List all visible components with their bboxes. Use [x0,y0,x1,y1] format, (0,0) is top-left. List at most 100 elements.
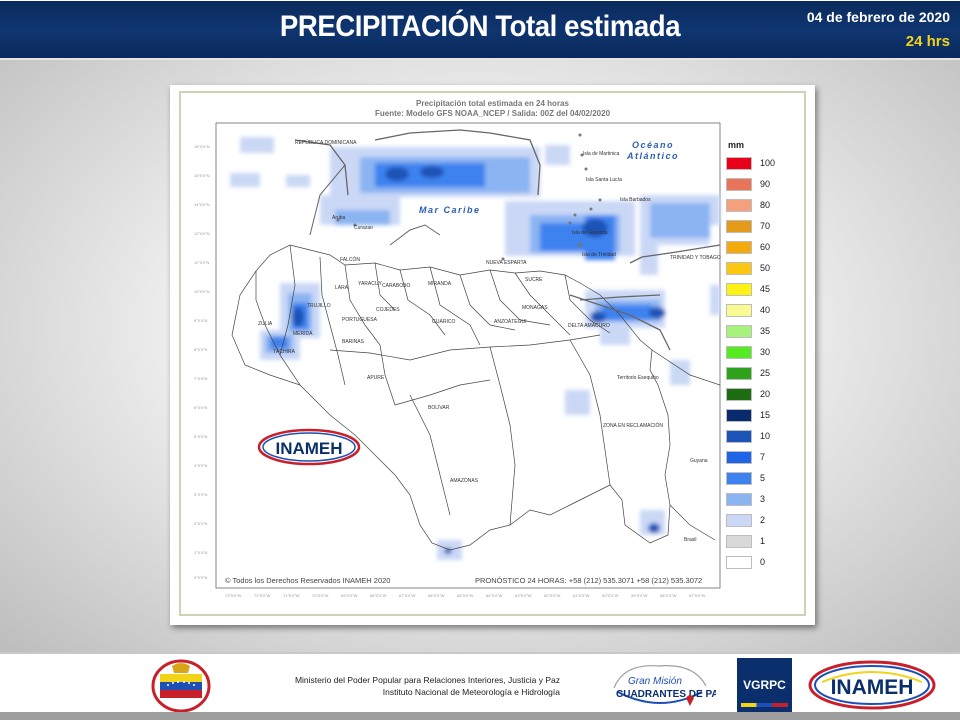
legend-swatch [726,409,752,422]
legend-item: 70 [726,220,796,234]
legend-item: 2 [726,514,796,528]
svg-text:65°0'0"W: 65°0'0"W [457,593,474,598]
legend-swatch [726,220,752,233]
legend-item: 40 [726,304,796,318]
latitude-ticks: 18°0'0"N 16°0'0"N 14°0'0"N 12°0'0"N 11°0'0"… [194,144,210,580]
map-label: YARACUY [358,281,382,287]
map-label: MÉRIDA [293,331,313,337]
legend-label: 5 [760,473,766,483]
svg-text:62°0'0"W: 62°0'0"W [544,593,561,598]
header-bar: PRECIPITACIÓN Total estimada 04 de febre… [0,0,960,60]
legend-swatch [726,493,752,506]
legend-unit: mm [728,140,745,150]
svg-text:73°0'0"W: 73°0'0"W [225,593,242,598]
legend-item: 50 [726,262,796,276]
cuadrantes-de-paz-logo: Gran Misión CUADRANTES DE PAZ [613,665,716,706]
vgrpc-logo: VGRPC [737,658,792,712]
map-copyright: © Todos los Derechos Reservados INAMEH 2… [225,576,391,585]
svg-text:1°0'0"N: 1°0'0"N [194,550,207,555]
legend-label: 3 [760,494,766,504]
legend-label: 60 [760,242,771,252]
legend-label: 45 [760,284,771,294]
map-label: BARINAS [342,339,364,345]
map-label: FALCÓN [340,257,361,263]
legend-swatch [726,178,752,191]
precipitation-field [230,137,720,560]
legend-label: 100 [760,158,776,168]
legend-label: 40 [760,305,771,315]
ministry-text: Ministerio del Poder Popular para Relaci… [253,674,560,698]
map-label: LARA [335,285,349,291]
ministry-line-1: Ministerio del Poder Popular para Relaci… [294,675,560,685]
map-label: DELTA AMACURO [568,323,610,329]
legend-swatch [726,325,752,338]
footer-strip [0,712,960,720]
legend-swatch [726,157,752,170]
legend-item: 25 [726,367,796,381]
legend-label: 7 [760,452,766,462]
svg-text:57°0'0"W: 57°0'0"W [689,593,706,598]
legend-swatch [726,304,752,317]
map-label: Isla de Granada [572,230,608,236]
footer: Ministerio del Poder Popular para Relaci… [0,652,960,720]
svg-text:58°0'0"W: 58°0'0"W [660,593,677,598]
legend-label: 30 [760,347,771,357]
map-heading: Precipitación total estimada en 24 horas [416,99,569,108]
map-label: ZONA EN RECLAMACIÓN [603,423,664,429]
legend-label: 80 [760,200,771,210]
legend-swatch [726,430,752,443]
legend-swatch [726,388,752,401]
map-frame [179,91,806,616]
map-label: GUÁRICO [432,319,456,325]
legend-swatch [726,346,752,359]
map-label: PORTUGUESA [342,317,377,323]
map-label: BOLÍVAR [428,405,450,411]
legend-item: 80 [726,199,796,213]
map-label: Isla de Martinica [583,151,620,157]
legend-swatch [726,535,752,548]
map-label: MIRANDA [428,281,452,287]
ministry-line-2: Instituto Nacional de Meteorología e Hid… [382,687,560,697]
legend-item: 1 [726,535,796,549]
map-label: ANZOÁTEGUI [494,319,527,325]
svg-text:61°0'0"W: 61°0'0"W [573,593,590,598]
legend-label: 0 [760,557,766,567]
legend-item: 20 [726,388,796,402]
svg-text:5°0'0"N: 5°0'0"N [194,434,207,439]
map-source: Fuente: Modelo GFS NOAA_NCEP / Salida: 0… [374,109,611,118]
legend-swatch [726,556,752,569]
svg-text:60°0'0"W: 60°0'0"W [602,593,619,598]
legend-item: 60 [726,241,796,255]
legend-swatch [726,514,752,527]
svg-text:63°0'0"W: 63°0'0"W [515,593,532,598]
legend-item: 30 [726,346,796,360]
sea-label-caribe: Mar Caribe [419,205,481,215]
legend-item: 90 [726,178,796,192]
sea-label-atlantico: Atlántico [627,151,680,161]
map-label: Territorio Esequibo [617,375,659,381]
legend-item: 100 [726,157,796,171]
map-label: Curazao [354,225,373,231]
legend-swatch [726,283,752,296]
forecast-date: 04 de febrero de 2020 [806,9,950,25]
map-label: Isla Barbados [620,197,651,203]
svg-text:71°0'0"W: 71°0'0"W [283,593,300,598]
svg-text:4°0'0"N: 4°0'0"N [194,463,207,468]
inameh-footer-logo: INAMEH [808,660,936,710]
map-label: TRUJILLO [307,303,331,309]
legend-swatch [726,367,752,380]
svg-text:6°0'0"N: 6°0'0"N [194,405,207,410]
precipitation-map: 18°0'0"N16°0'0"N14°0'0"N 12°0'0"N11°0'0"… [179,91,806,616]
sea-label-oceano: Océano [632,140,675,150]
inameh-footer-logo-text: INAMEH [831,676,914,699]
map-label: ZULIA [258,321,273,327]
island-dots [336,133,602,261]
legend-item: 5 [726,472,796,486]
legend-item: 10 [726,430,796,444]
svg-text:3°0'0"N: 3°0'0"N [194,492,207,497]
map-pin-icon [686,695,694,706]
legend-label: 35 [760,326,771,336]
map-label: SUCRE [525,277,543,283]
svg-text:59°0'0"W: 59°0'0"W [631,593,648,598]
svg-text:12°0'0"N: 12°0'0"N [194,231,210,236]
